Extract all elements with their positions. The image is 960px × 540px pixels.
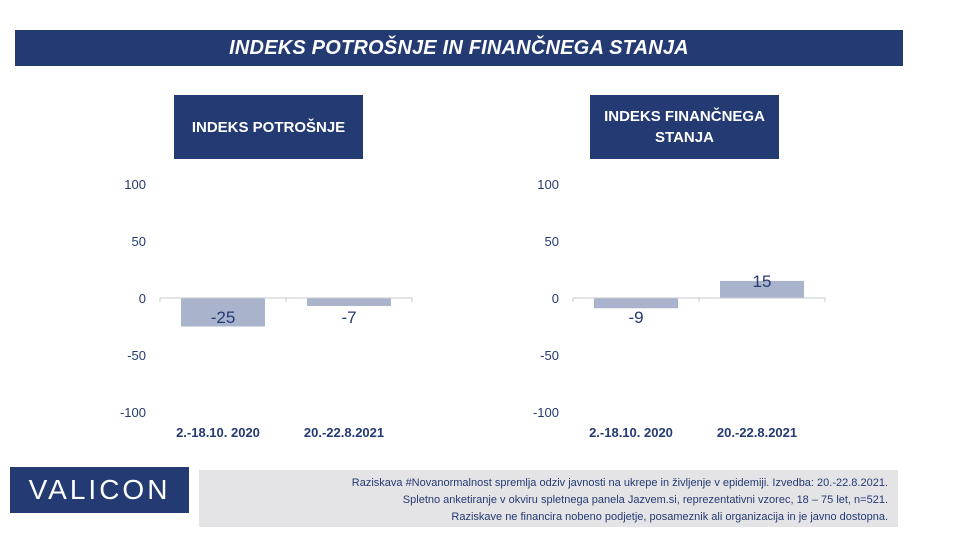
y-tick-label: 100: [124, 177, 146, 192]
chart-title-financno-stanje: INDEKS FINANČNEGA STANJA: [590, 95, 779, 159]
footnote-line: Raziskava #Novanormalnost spremlja odziv…: [351, 477, 888, 489]
x-category-label: 2.-18.10. 2020: [176, 425, 260, 440]
page-title: INDEKS POTROŠNJE IN FINANČNEGA STANJA: [15, 30, 903, 66]
x-category-label: 2.-18.10. 2020: [589, 425, 673, 440]
y-tick-label: 100: [537, 177, 559, 192]
y-tick-label: 50: [545, 234, 559, 249]
footnote: Raziskava #Novanormalnost spremlja odziv…: [199, 470, 898, 527]
y-tick-label: -50: [127, 348, 146, 363]
y-tick-label: -100: [533, 405, 559, 420]
y-tick-label: -100: [120, 405, 146, 420]
bar: [594, 298, 678, 309]
footnote-line: Spletno anketiranje v okviru spletnega p…: [402, 494, 888, 506]
bar: [307, 298, 391, 306]
bar: [181, 298, 265, 327]
valicon-logo: VALICON: [10, 467, 189, 513]
data-label: -25: [211, 308, 236, 327]
chart-title-potrosnja: INDEKS POTROŠNJE: [174, 95, 363, 159]
data-label: -9: [628, 308, 643, 327]
footnote-line: Raziskave ne financira nobeno podjetje, …: [451, 511, 888, 523]
y-tick-label: 50: [132, 234, 146, 249]
data-label: -7: [341, 308, 356, 327]
x-category-label: 20.-22.8.2021: [717, 425, 797, 440]
y-tick-label: 0: [552, 291, 559, 306]
bar: [720, 280, 804, 298]
y-tick-label: 0: [139, 291, 146, 306]
y-tick-label: -50: [540, 348, 559, 363]
data-label: 15: [753, 272, 772, 291]
x-category-label: 20.-22.8.2021: [304, 425, 384, 440]
